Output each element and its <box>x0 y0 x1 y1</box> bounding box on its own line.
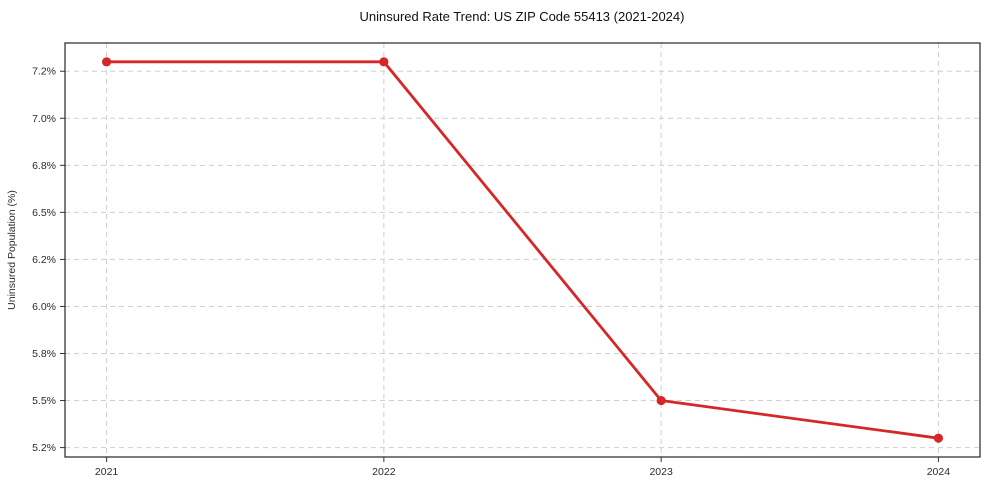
y-tick-label: 6.0% <box>32 301 56 313</box>
data-point-2023 <box>656 395 666 406</box>
data-point-2024 <box>933 433 944 443</box>
y-axis-label: Uninsured Population (%) <box>6 190 18 310</box>
y-tick-label: 5.8% <box>32 348 56 360</box>
y-tick-label: 6.2% <box>32 254 56 266</box>
y-tick-label: 6.5% <box>32 207 56 219</box>
chart-title: Uninsured Rate Trend: US ZIP Code 55413 … <box>360 9 685 24</box>
x-tick-label: 2024 <box>927 466 951 478</box>
trend-line <box>105 60 940 440</box>
y-tick-label: 5.2% <box>32 442 56 454</box>
x-tick-label: 2022 <box>372 466 396 478</box>
x-tick-label: 2023 <box>649 466 673 478</box>
y-tick-label: 5.5% <box>32 395 56 407</box>
x-tick-label: 2021 <box>95 466 119 478</box>
y-tick-label: 7.2% <box>32 66 56 78</box>
y-tick-label: 6.8% <box>32 160 56 172</box>
plot-frame <box>64 42 981 458</box>
data-point-2022 <box>379 57 389 67</box>
y-tick-label: 7.0% <box>32 113 56 125</box>
data-point-2021 <box>101 57 112 67</box>
